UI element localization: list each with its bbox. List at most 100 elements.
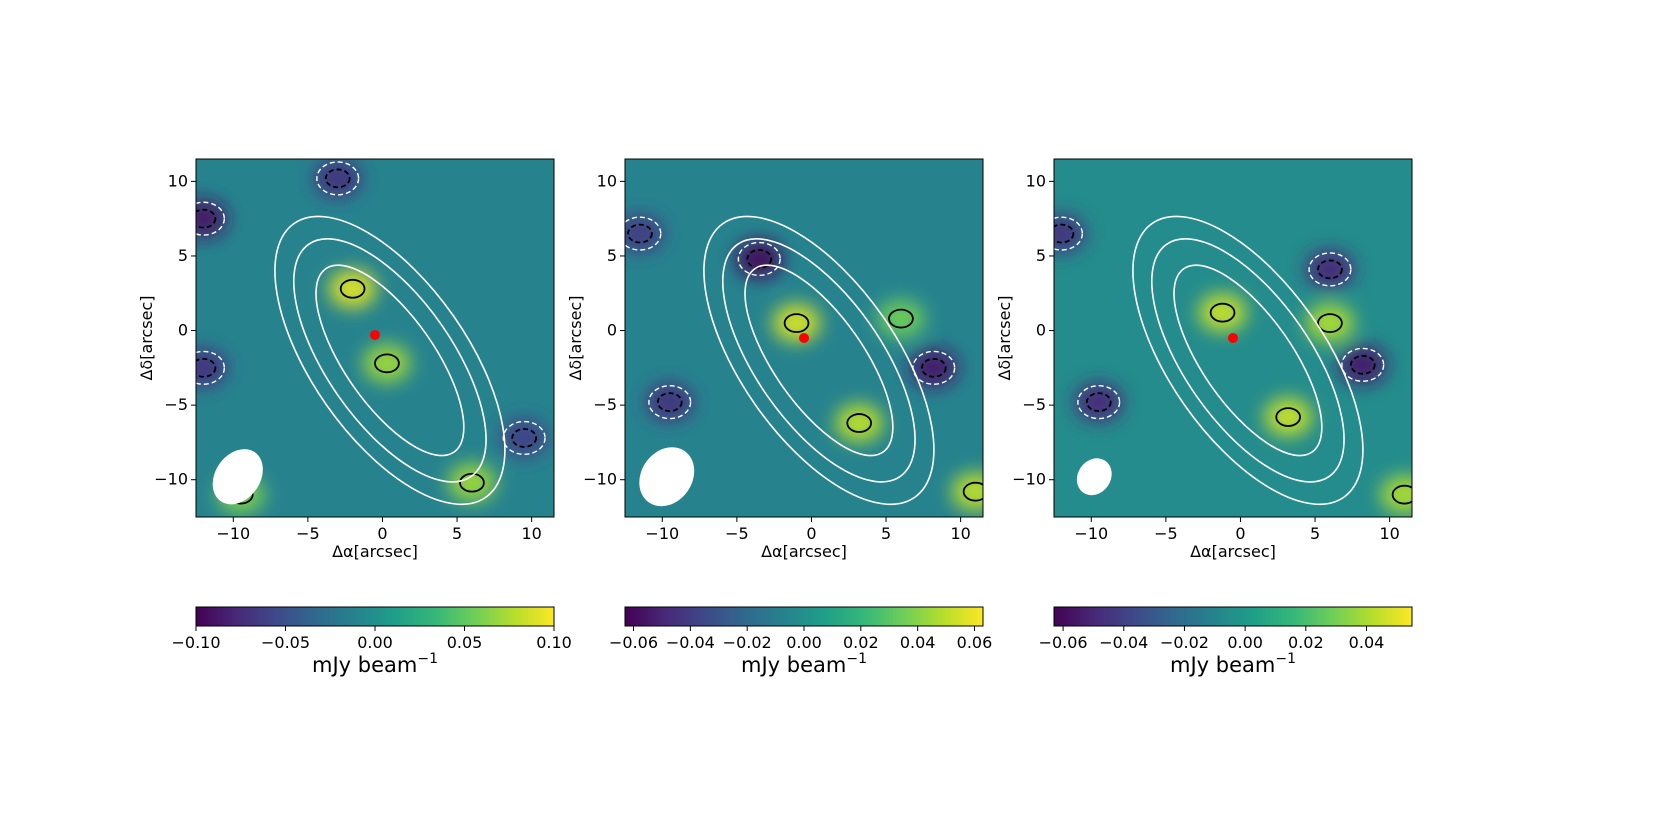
center-marker	[1228, 333, 1238, 343]
panel-middle: −10 −5 0 5 10 −10 −5 0 5 10 Δα[arcsec] Δδ[arcsec] −0…	[566, 158, 993, 677]
colorbar-tick-label: −0.05	[261, 633, 310, 652]
panel-left: −10 −5 0 5 10 −10 −5 0 5 10 Δα[arcsec] Δδ[arcsec] −0…	[137, 158, 572, 677]
colorbar-tick-label: −0.02	[723, 633, 772, 652]
outer-negative-contour	[737, 241, 781, 277]
map-blob	[1338, 345, 1387, 385]
negative-contour	[196, 357, 217, 378]
y-tick-label: 10	[597, 171, 617, 190]
colorbar-tick-label: 0.06	[957, 633, 993, 652]
colorbar-tick-label: −0.04	[666, 633, 715, 652]
x-tick-label: −5	[296, 524, 320, 543]
negative-contour	[1085, 392, 1112, 412]
colorbar-tick-label: 0.04	[900, 633, 936, 652]
negative-contour	[324, 168, 351, 189]
overlay-contour	[721, 238, 916, 483]
negative-contour	[1317, 259, 1343, 280]
y-tick-label: −5	[164, 395, 188, 414]
colorbar-tick-label: 0.02	[843, 633, 879, 652]
map-blob	[645, 382, 694, 422]
colorbar-tick-label: −0.10	[171, 633, 220, 652]
map-blob	[1264, 397, 1313, 437]
map-blob	[1306, 249, 1354, 289]
positive-contour	[1317, 313, 1343, 333]
outer-negative-contour	[625, 216, 662, 251]
overlay-contour	[315, 264, 465, 457]
y-tick-label: −10	[1012, 470, 1046, 489]
center-marker	[370, 330, 380, 341]
overlay-contour	[274, 215, 506, 506]
colorbar-tick-label: −0.06	[1039, 633, 1088, 652]
colorbar-tick-label: 0.00	[357, 633, 393, 652]
colorbar-tick-label: 0.00	[1227, 633, 1263, 652]
outer-negative-contour	[196, 350, 226, 385]
positive-contour	[1209, 302, 1236, 323]
colorbar-left: −0.10 −0.05 0.00 0.05 0.10 mJy beam−1	[171, 606, 572, 677]
colorbar-tick-label: −0.02	[1160, 633, 1209, 652]
map-blob	[313, 159, 362, 198]
y-tick-label: −10	[583, 470, 617, 489]
colorbar-gradient	[195, 606, 555, 627]
map-blob	[951, 472, 983, 512]
x-axis-label: Δα[arcsec]	[761, 542, 847, 561]
x-tick-label: −10	[216, 524, 250, 543]
x-tick-label: 5	[1310, 524, 1320, 543]
y-axis-label: Δδ[arcsec]	[566, 295, 585, 380]
outer-negative-contour	[502, 420, 546, 456]
beam-ellipse	[639, 447, 695, 507]
colorbar-tick-label: 0.05	[447, 633, 483, 652]
x-tick-label: 0	[377, 524, 387, 543]
outer-negative-contour	[1077, 385, 1121, 420]
colorbar-gradient	[1053, 606, 1413, 627]
outer-negative-contour	[1341, 347, 1385, 382]
outer-negative-contour	[196, 201, 226, 236]
colorbar-tick-label: 0.02	[1288, 633, 1324, 652]
y-tick-label: 0	[1036, 321, 1046, 340]
map-blob	[328, 269, 377, 309]
negative-contour	[196, 208, 217, 229]
map-blob	[877, 299, 925, 338]
x-tick-label: 10	[950, 524, 970, 543]
positive-contour	[459, 472, 485, 493]
y-tick-label: 0	[178, 321, 188, 340]
x-tick-label: 0	[1235, 524, 1245, 543]
positive-contour	[339, 278, 366, 299]
colorbar-label: mJy beam−1	[741, 651, 867, 677]
map-blob	[1198, 293, 1247, 333]
plot-frame	[624, 158, 984, 518]
overlay-contour	[744, 264, 894, 457]
positive-contour	[1391, 484, 1412, 505]
colorbar-right: −0.06 −0.04 −0.02 0.00 0.02 0.04 mJy beam−1	[1039, 606, 1413, 677]
x-tick-label: −10	[645, 524, 679, 543]
outer-negative-contour	[316, 161, 360, 196]
map-blob	[909, 348, 958, 388]
negative-contour	[746, 249, 773, 269]
outer-negative-contour	[1054, 216, 1084, 251]
y-tick-label: 5	[1036, 246, 1046, 265]
negative-contour	[1349, 354, 1376, 375]
x-tick-label: 0	[806, 524, 816, 543]
y-tick-label: 0	[607, 321, 617, 340]
plot-frame	[1053, 158, 1413, 518]
map-blob	[196, 199, 228, 239]
map-blob	[625, 214, 664, 253]
x-tick-label: 5	[452, 524, 462, 543]
positive-contour	[888, 308, 914, 329]
x-axis-label: Δα[arcsec]	[1190, 542, 1276, 561]
colorbar-gradient	[624, 606, 984, 627]
map-blob	[448, 463, 496, 503]
negative-contour	[511, 428, 538, 448]
colorbar-tick-label: −0.06	[609, 633, 658, 652]
y-tick-label: 5	[607, 246, 617, 265]
x-tick-label: 10	[521, 524, 541, 543]
colorbar-label: mJy beam−1	[312, 651, 438, 677]
x-tick-label: −5	[725, 524, 749, 543]
map-blob	[196, 348, 228, 388]
y-tick-label: 10	[168, 171, 188, 190]
y-tick-label: −10	[154, 470, 188, 489]
map-blob	[835, 403, 884, 443]
colorbar-middle: −0.06 −0.04 −0.02 0.00 0.02 0.04 0.06 mJy beam−…	[609, 606, 993, 677]
x-axis-label: Δα[arcsec]	[332, 542, 418, 561]
map-left	[196, 159, 554, 517]
map-blob	[735, 239, 784, 279]
x-tick-label: −5	[1154, 524, 1178, 543]
